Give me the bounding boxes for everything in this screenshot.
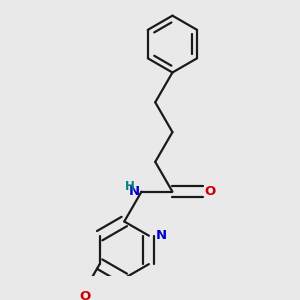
Text: N: N <box>155 229 167 242</box>
Text: O: O <box>204 185 216 198</box>
Text: N: N <box>129 184 140 198</box>
Text: O: O <box>80 290 91 300</box>
Text: H: H <box>125 180 135 193</box>
